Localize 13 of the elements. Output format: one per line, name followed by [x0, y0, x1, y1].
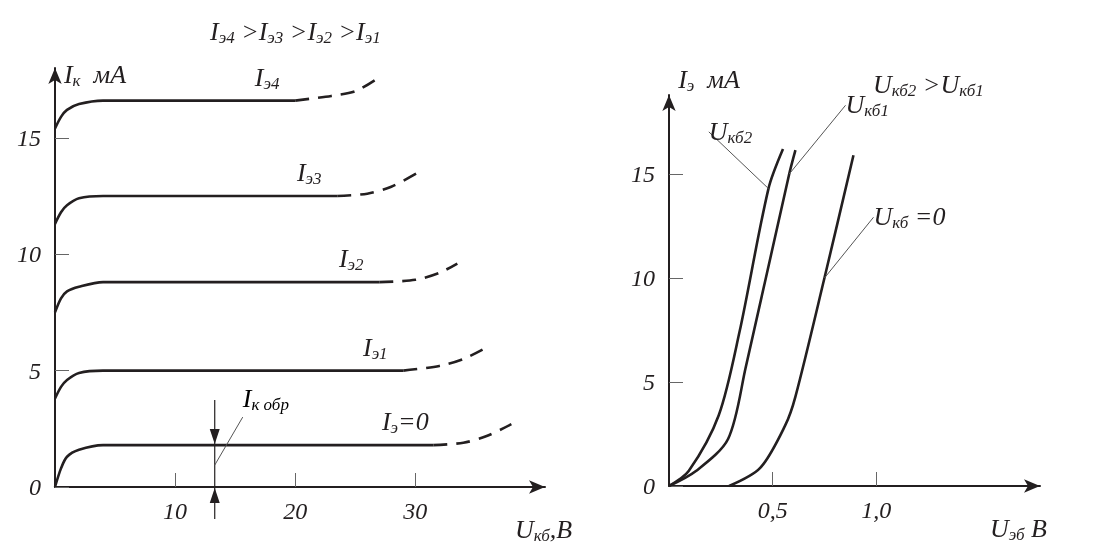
x-tick-label: 20 — [283, 498, 308, 524]
y-tick-label: 5 — [643, 369, 655, 396]
y-tick-label: 0 — [643, 473, 655, 499]
y-tick-label: 10 — [631, 265, 655, 292]
x-tick-label: 0,5 — [757, 497, 788, 523]
y-tick-label: 15 — [631, 161, 655, 188]
x-tick-label: 1,0 — [861, 497, 892, 523]
x-tick-label: 30 — [402, 498, 428, 524]
y-tick-label: 10 — [17, 241, 41, 268]
y-tick-label: 15 — [17, 124, 41, 151]
y-tick-label: 0 — [29, 474, 41, 500]
x-tick-label: 10 — [163, 498, 188, 524]
y-tick-label: 5 — [29, 357, 41, 384]
